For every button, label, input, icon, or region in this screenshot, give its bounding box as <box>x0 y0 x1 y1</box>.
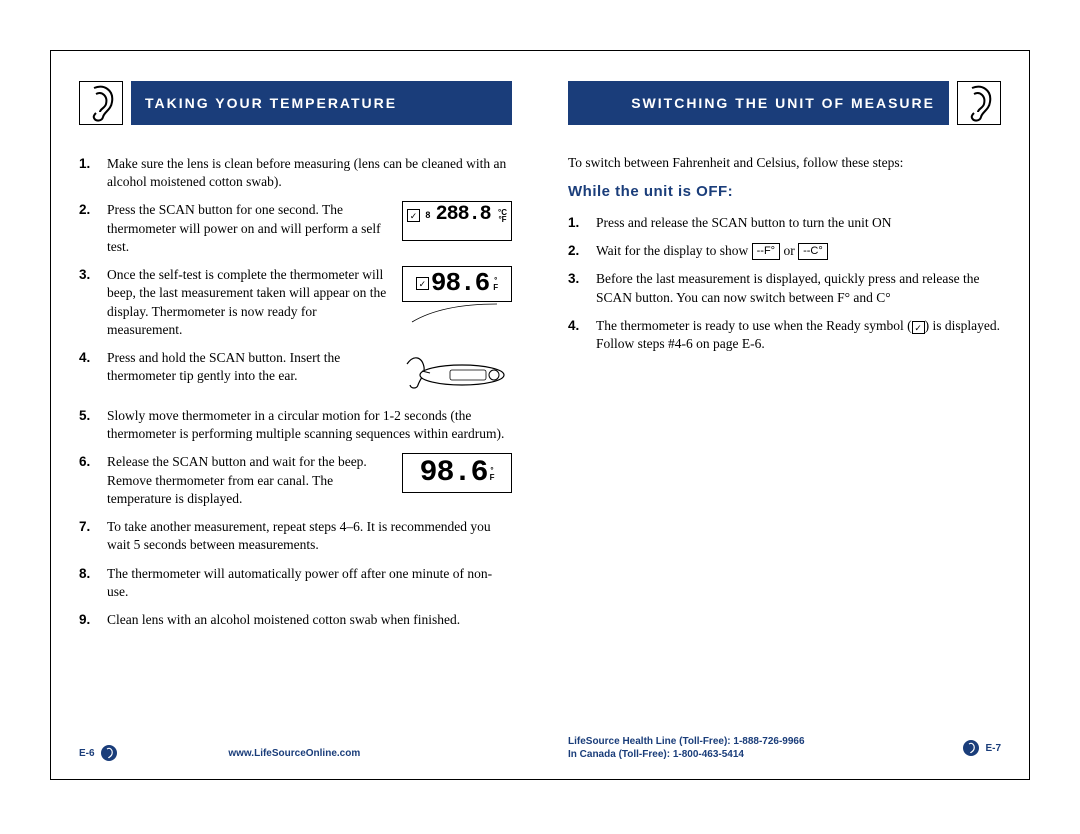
ear-icon-box <box>957 81 1001 125</box>
step-number: 3. <box>568 270 596 306</box>
step-3: 3. Once the self-test is complete the th… <box>79 266 512 339</box>
footer-phone-ca: In Canada (Toll-Free): 1-800-463-5414 <box>568 748 963 761</box>
intro-text: To switch between Fahrenheit and Celsius… <box>568 155 1001 171</box>
step-text: To take another measurement, repeat step… <box>107 518 512 554</box>
steps-left: 1. Make sure the lens is clean before me… <box>79 155 512 629</box>
step-text: Before the last measurement is displayed… <box>596 270 1001 306</box>
step-number: 4. <box>568 317 596 353</box>
ear-dot-icon <box>101 745 117 761</box>
display-f-box: --F° <box>752 243 780 260</box>
step-4: 4. Press and hold the SCAN button. Inser… <box>79 349 512 397</box>
display-c-box: --C° <box>798 243 828 260</box>
page-number: E-6 <box>79 748 95 759</box>
lcd-reading: 98.6 <box>420 458 488 488</box>
ready-icon: ✓ <box>407 209 420 222</box>
step-number: 4. <box>79 349 107 397</box>
step-number: 9. <box>79 611 107 629</box>
unit-stack: ° F <box>493 277 498 291</box>
step-6: 6. Release the SCAN button and wait for … <box>79 453 512 508</box>
ear-icon <box>84 84 118 122</box>
step-text: Release the SCAN button and wait for the… <box>107 453 392 508</box>
step-text: Press and release the SCAN button to tur… <box>596 214 1001 232</box>
step-number: 8. <box>79 565 107 601</box>
aux-digit: 8 <box>425 209 430 221</box>
title-bar-left: TAKING YOUR TEMPERATURE <box>131 81 512 125</box>
manual-spread: TAKING YOUR TEMPERATURE 1. Make sure the… <box>50 50 1030 780</box>
lcd-reading: 98.6 <box>431 270 489 296</box>
page-e7: SWITCHING THE UNIT OF MEASURE To switch … <box>540 51 1029 779</box>
header-row-right: SWITCHING THE UNIT OF MEASURE <box>568 81 1001 125</box>
ready-symbol-icon: ✓ <box>912 321 925 334</box>
step-number: 2. <box>568 242 596 260</box>
ear-icon <box>962 84 996 122</box>
step-number: 7. <box>79 518 107 554</box>
title-bar-right: SWITCHING THE UNIT OF MEASURE <box>568 81 949 125</box>
step-text: Clean lens with an alcohol moistened cot… <box>107 611 512 629</box>
step-number: 3. <box>79 266 107 339</box>
step-r2: 2. Wait for the display to show --F° or … <box>568 242 1001 260</box>
step-9: 9. Clean lens with an alcohol moistened … <box>79 611 512 629</box>
step-r1: 1. Press and release the SCAN button to … <box>568 214 1001 232</box>
step-r3: 3. Before the last measurement is displa… <box>568 270 1001 306</box>
footer-right: LifeSource Health Line (Toll-Free): 1-88… <box>568 735 1001 761</box>
step-text: Make sure the lens is clean before measu… <box>107 155 512 191</box>
lcd-reading: 288.8 <box>436 205 491 225</box>
step-8: 8. The thermometer will automatically po… <box>79 565 512 601</box>
step-text: Once the self-test is complete the therm… <box>107 266 392 339</box>
step-text: Press the SCAN button for one second. Th… <box>107 201 392 256</box>
lcd-display-result: 98.6 ° F <box>402 453 512 493</box>
callout-line-icon <box>402 302 512 324</box>
ear-dot-icon <box>963 740 979 756</box>
step-2: 2. Press the SCAN button for one second.… <box>79 201 512 256</box>
step-text: Press and hold the SCAN button. Insert t… <box>107 349 392 385</box>
footer-phone-us: LifeSource Health Line (Toll-Free): 1-88… <box>568 735 963 748</box>
step-7: 7. To take another measurement, repeat s… <box>79 518 512 554</box>
step-text: The thermometer is ready to use when the… <box>596 317 1001 353</box>
thermometer-in-ear-icon <box>402 349 512 397</box>
step-number: 2. <box>79 201 107 256</box>
unit-stack: °C °F <box>498 209 507 223</box>
header-row-left: TAKING YOUR TEMPERATURE <box>79 81 512 125</box>
steps-right: 1. Press and release the SCAN button to … <box>568 214 1001 353</box>
step-text: The thermometer will automatically power… <box>107 565 512 601</box>
subheading: While the unit is OFF: <box>568 183 1001 200</box>
page-e6: TAKING YOUR TEMPERATURE 1. Make sure the… <box>51 51 540 779</box>
page-number: E-7 <box>985 743 1001 754</box>
step-number: 1. <box>79 155 107 191</box>
step-number: 1. <box>568 214 596 232</box>
step-text: Slowly move thermometer in a circular mo… <box>107 407 512 443</box>
step-text: Wait for the display to show --F° or --C… <box>596 242 1001 260</box>
ear-icon-box <box>79 81 123 125</box>
ready-icon: ✓ <box>416 277 429 290</box>
step-number: 5. <box>79 407 107 443</box>
step-number: 6. <box>79 453 107 508</box>
step-5: 5. Slowly move thermometer in a circular… <box>79 407 512 443</box>
lcd-display-ready: ✓ 98.6 ° F <box>402 266 512 302</box>
lcd-display-selftest: ✓ 8 288.8 °C °F <box>402 201 512 241</box>
step-1: 1. Make sure the lens is clean before me… <box>79 155 512 191</box>
footer-left: E-6 www.LifeSourceOnline.com <box>79 745 512 761</box>
unit-stack: ° F <box>490 467 495 481</box>
step-r4: 4. The thermometer is ready to use when … <box>568 317 1001 353</box>
footer-url: www.LifeSourceOnline.com <box>117 748 472 759</box>
